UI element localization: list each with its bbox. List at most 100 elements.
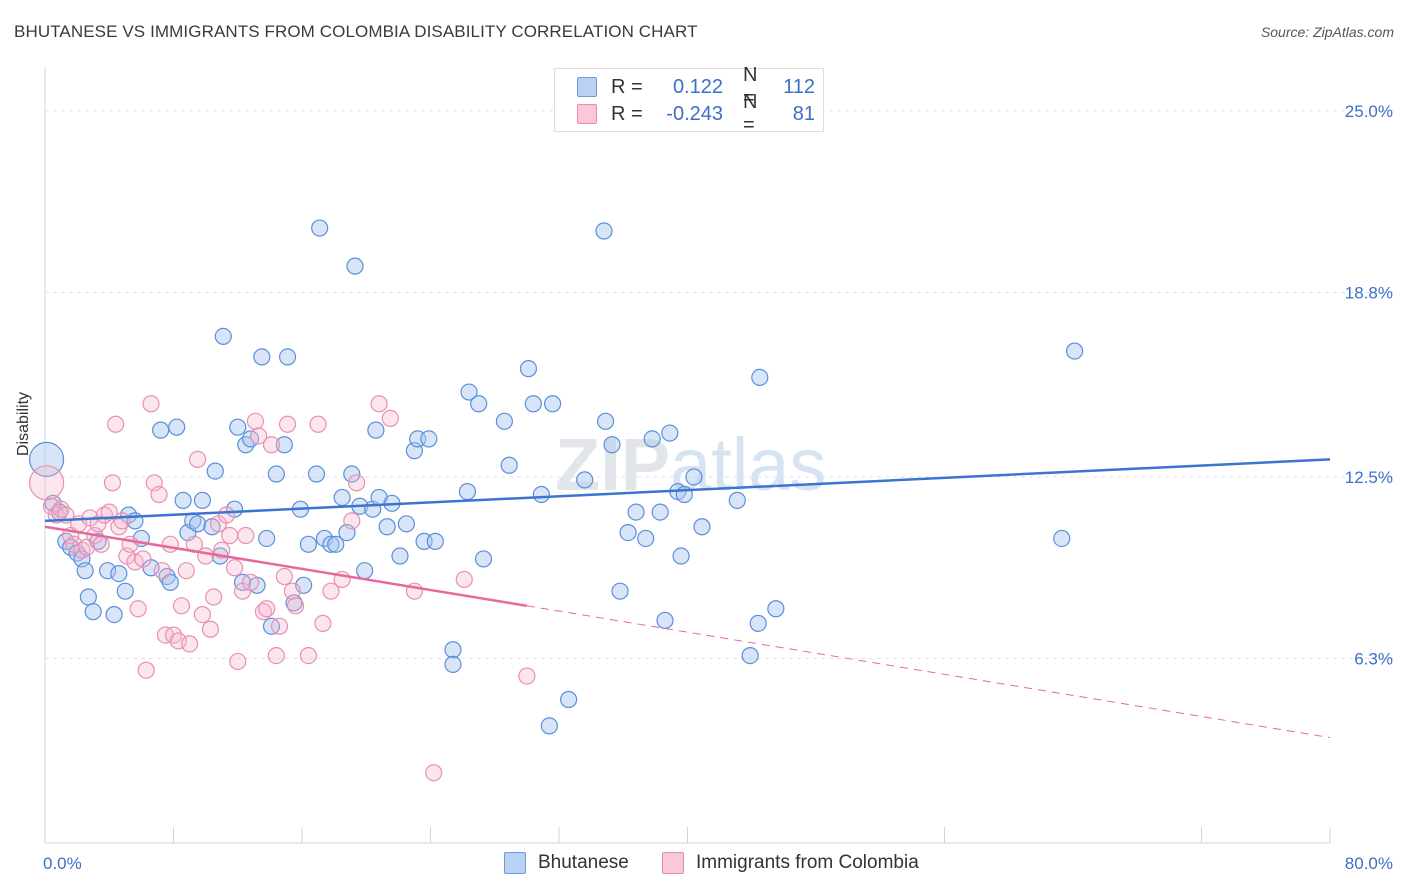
colombia-point [177, 562, 195, 580]
bhutanese-point [174, 491, 192, 509]
y-axis-label: Disability [15, 391, 32, 456]
colombia-point [193, 605, 212, 624]
legend-item-colombia[interactable]: Immigrants from Colombia [662, 852, 919, 874]
bhutanese-point [474, 550, 493, 568]
bhutanese-point [540, 717, 558, 735]
y-tick-label: 6.3% [1354, 650, 1393, 669]
bhutanese-point [79, 588, 97, 606]
bhutanese-point [214, 327, 232, 346]
source-label: Source: ZipAtlas.com [1260, 24, 1394, 40]
bhutanese-point [420, 430, 438, 448]
colombia-point [78, 538, 96, 556]
bhutanese-point [444, 641, 462, 659]
legend-label: Bhutanese [538, 852, 629, 873]
colombia-point [246, 412, 265, 430]
y-tick-label: 12.5% [1345, 468, 1393, 487]
bhutanese-point [206, 462, 224, 480]
colombia-point [29, 465, 65, 501]
legend-item-bhutanese[interactable]: Bhutanese [504, 852, 629, 874]
bhutanese-point [343, 465, 361, 483]
colombia-point [172, 597, 191, 615]
bhutanese-point [519, 360, 538, 378]
bhutanese-point [168, 418, 186, 436]
colombia-point [270, 617, 289, 635]
r-value: 0.122 [672, 75, 723, 98]
bhutanese-point [333, 488, 351, 507]
colombia-point [309, 415, 327, 433]
blue-swatch [504, 852, 526, 874]
colombia-point [258, 600, 276, 618]
colombia-point [283, 582, 301, 600]
bhutanese-point [619, 523, 637, 542]
n-label: N = [743, 91, 758, 136]
chart-title: BHUTANESE VS IMMIGRANTS FROM COLOMBIA DI… [14, 22, 698, 41]
colombia-point [314, 614, 332, 632]
colombia-point [150, 485, 168, 504]
colombia-point [100, 503, 118, 521]
bhutanese-point [1066, 342, 1084, 360]
bhutanese-point [267, 465, 285, 483]
pink-swatch [577, 104, 597, 124]
colombia-point [221, 526, 239, 545]
colombia-point [180, 635, 199, 653]
bhutanese-point [116, 582, 134, 600]
legend-row-colombia: R = -0.243 N = 81 [577, 91, 815, 136]
bhutanese-point [229, 418, 247, 436]
colombia-point [153, 562, 171, 580]
colombia-trend-line-dashed [526, 605, 1331, 739]
bhutanese-point [470, 395, 488, 413]
colombia-point [254, 603, 273, 621]
bhutanese-point [595, 222, 613, 240]
bhutanese-point [751, 368, 769, 386]
bhutanese-point [397, 515, 416, 533]
bhutanese-point [576, 471, 594, 489]
bhutanese-point [76, 562, 94, 580]
bhutanese-point [278, 348, 297, 366]
colombia-point [267, 646, 285, 665]
bhutanese-point [603, 436, 621, 454]
bhutanese-point [346, 257, 364, 275]
colombia-point [250, 427, 268, 445]
bhutanese-point [611, 582, 629, 600]
bhutanese-point [495, 412, 513, 430]
x-tick-label: 80.0% [1345, 854, 1393, 873]
colombia-point [237, 526, 255, 545]
bhutanese-point [275, 436, 293, 454]
bhutanese-point [367, 421, 385, 439]
bhutanese-point [767, 600, 785, 618]
colombia-point [225, 559, 244, 577]
bhutanese-point [749, 614, 767, 632]
bhutanese-point [258, 529, 276, 548]
bhutanese-point [728, 491, 746, 509]
bhutanese-point [643, 430, 661, 448]
bhutanese-point [500, 456, 518, 474]
series-legend: Bhutanese Immigrants from Colombia [0, 852, 1406, 876]
n-value: 112 [783, 75, 815, 98]
colombia-point [275, 567, 293, 586]
bhutanese-point [637, 529, 655, 548]
colombia-point [73, 541, 91, 559]
bhutanese-point [1053, 529, 1071, 548]
bhutanese-point [356, 562, 374, 580]
bhutanese-point [299, 535, 318, 553]
bhutanese-point [378, 518, 396, 536]
bhutanese-point [685, 468, 703, 486]
n-value: 81 [792, 102, 815, 125]
colombia-point [89, 515, 107, 533]
y-tick-label: 18.8% [1345, 283, 1393, 302]
bhutanese-point [532, 485, 550, 504]
bhutanese-point [741, 646, 759, 665]
bhutanese-point [161, 573, 179, 591]
colombia-point [348, 474, 366, 492]
colombia-point [92, 535, 110, 553]
bhutanese-point [693, 518, 711, 536]
bhutanese-point [651, 503, 669, 521]
colombia-trend-line [44, 525, 528, 608]
bhutanese-point [322, 535, 340, 553]
r-label: R = [611, 75, 643, 98]
bhutanese-point [307, 465, 326, 483]
bhutanese-point [99, 562, 117, 580]
colombia-point [455, 570, 473, 589]
pink-swatch [662, 852, 684, 874]
